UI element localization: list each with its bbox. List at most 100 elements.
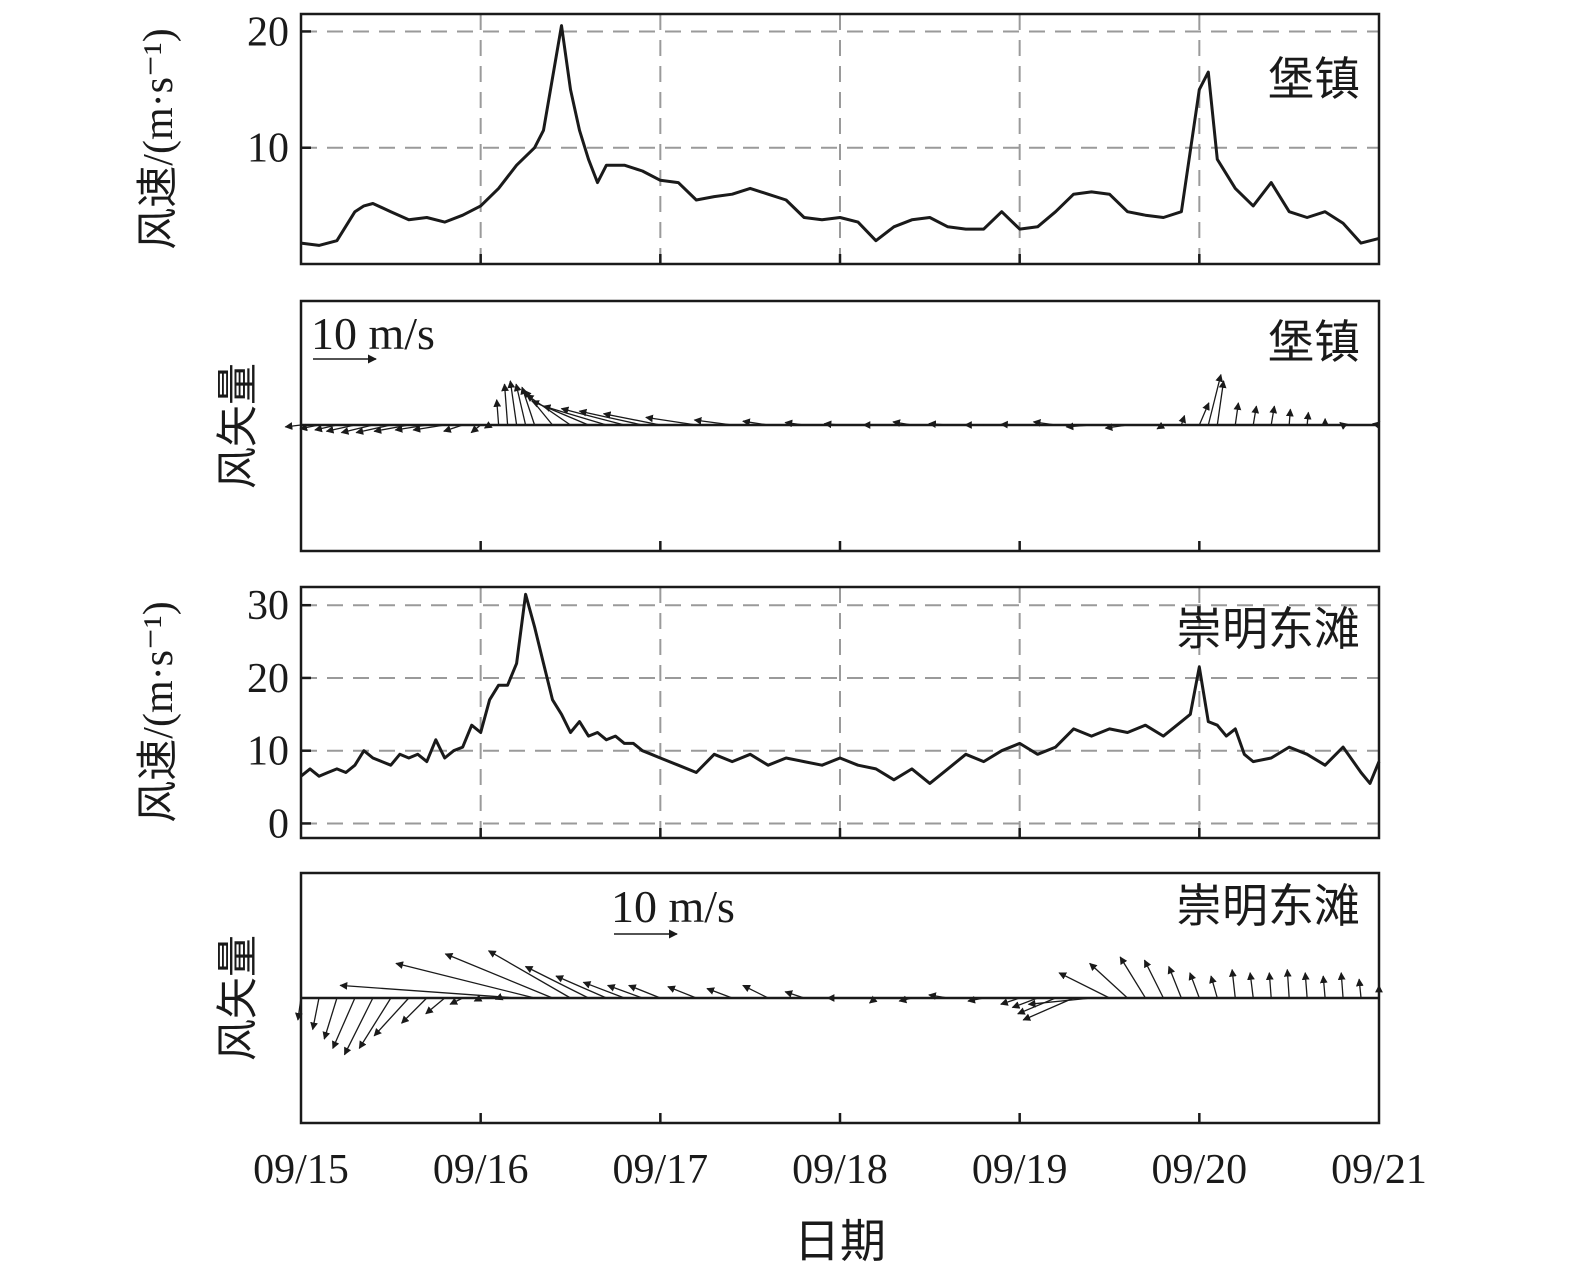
baozhen-speed-point <box>444 221 446 223</box>
chongming-vector-vector-arrow <box>784 990 805 999</box>
chongming-speed-point <box>947 768 949 770</box>
baozhen-vector-vector-arrow <box>1156 421 1166 430</box>
chongming-speed-point <box>1091 735 1093 737</box>
chongming-speed-point <box>336 768 338 770</box>
chongming-vector-vector-arrow <box>1319 975 1328 999</box>
chongming-vector-vector-arrow <box>524 965 589 999</box>
chongming-speed-point <box>1306 753 1308 755</box>
chongming-speed-point <box>695 772 697 774</box>
x-tick-label: 09/17 <box>612 1147 708 1193</box>
chongming-speed-ytick-label: 0 <box>268 801 289 847</box>
chongming-vector-vector-arrow <box>928 992 948 1000</box>
chongming-speed-point <box>1252 761 1254 763</box>
baozhen-speed-point <box>1207 71 1209 73</box>
chongming-vector-vector-arrow <box>1017 997 1056 1015</box>
baozhen-vector-vector-arrow <box>578 408 643 426</box>
chongming-vector-vector-arrow <box>628 984 661 999</box>
baozhen-speed-point <box>695 199 697 201</box>
chongming-vector-vector-arrow <box>967 995 984 1004</box>
chongming-speed-point <box>363 750 365 752</box>
chongming-speed-point <box>605 739 607 741</box>
baozhen-speed-point <box>1234 187 1236 189</box>
chongming-vector-vector-arrow <box>606 984 643 999</box>
chongming-speed-point <box>1109 728 1110 730</box>
baozhen-speed-point <box>1019 228 1021 230</box>
chongming-speed-point <box>381 761 383 763</box>
baozhen-speed-point <box>1001 211 1003 213</box>
baozhen-vector-vector-arrow <box>1032 419 1056 427</box>
baozhen-vector-vector-arrow <box>1269 405 1278 426</box>
baozhen-speed-point <box>749 187 751 189</box>
chongming-vector-vector-arrow <box>358 997 392 1050</box>
baozhen-vector-vector-arrow <box>1285 408 1294 426</box>
chongming-speed-point <box>1144 724 1146 726</box>
chongming-speed-point <box>1073 728 1075 730</box>
baozhen-speed-point <box>578 129 580 131</box>
x-tick-label: 09/21 <box>1331 1147 1427 1193</box>
baozhen-speed-series-line <box>300 24 1380 247</box>
chongming-vector-vector-arrow <box>494 993 504 1001</box>
baozhen-speed-point <box>1270 182 1272 184</box>
chongming-vector-vector-arrow <box>322 997 338 1040</box>
chongming-speed-ytick-label: 10 <box>247 729 289 775</box>
chongming-vector-vector-arrow <box>332 997 356 1050</box>
chongming-speed-point <box>821 764 823 766</box>
chongming-speed-point <box>785 757 787 759</box>
chongming-vector-vector-arrow <box>395 961 535 999</box>
chongming-vector-vector-arrow <box>1229 968 1237 999</box>
chongming-speed-ylabel: 风速/(m·s⁻¹) <box>136 601 182 822</box>
chongming-speed-point <box>857 764 859 766</box>
chongming-speed-point <box>309 768 311 770</box>
baozhen-speed-point <box>1360 242 1362 244</box>
baozhen-speed-point <box>1091 191 1093 193</box>
chongming-vector-vector-arrow <box>473 994 483 1002</box>
baozhen-speed-point <box>516 164 518 166</box>
chongming-speed-point <box>1126 732 1128 734</box>
baozhen-speed-point <box>893 226 895 228</box>
chongming-speed-point <box>1180 721 1182 723</box>
chongming-speed-point <box>534 626 536 628</box>
chongming-vector-vector-arrow <box>1355 978 1364 999</box>
chongming-speed-ytick-label: 20 <box>247 656 289 702</box>
chongming-vector-vector-arrow <box>1011 997 1038 1009</box>
baozhen-vector-vector-arrow <box>412 424 445 433</box>
chongming-vector-ylabel: 风矢量 <box>216 935 262 1061</box>
baozhen-vector-vector-arrow <box>483 421 493 429</box>
chongming-speed-point <box>1207 721 1209 723</box>
chongming-vector-vector-arrow <box>582 981 625 999</box>
baozhen-speed-point <box>1306 216 1308 218</box>
x-tick-label: 09/16 <box>433 1147 529 1193</box>
chongming-vector-vector-arrow <box>1119 956 1146 999</box>
chongming-speed-point <box>507 684 509 686</box>
baozhen-vector-vector-arrow <box>394 424 427 433</box>
chongming-speed-point <box>749 753 751 755</box>
chongming-vector-vector-arrow <box>1283 968 1292 999</box>
baozhen-speed-point <box>552 77 554 79</box>
baozhen-speed-point <box>821 219 823 221</box>
baozhen-speed-point <box>875 240 877 242</box>
chongming-speed-point <box>1001 750 1003 752</box>
baozhen-speed-point <box>713 196 715 198</box>
chongming-speed-point <box>623 742 625 744</box>
baozhen-speed-point <box>1126 211 1128 213</box>
frame-layer <box>299 12 1381 1125</box>
chongming-speed-point <box>408 757 410 759</box>
chongming-speed-point <box>1288 746 1290 748</box>
chongming-speed-point <box>345 772 347 774</box>
baozhen-speed-point <box>1055 211 1057 213</box>
baozhen-vector-vector-arrow <box>507 380 518 426</box>
chongming-speed-point <box>561 713 563 715</box>
chongming-speed-point <box>578 721 580 723</box>
chongming-speed-point <box>731 761 733 763</box>
chongming-speed-point <box>614 735 616 737</box>
chongming-speed-point <box>417 753 419 755</box>
chongming-speed-point <box>1243 753 1245 755</box>
baozhen-speed-point <box>426 216 428 218</box>
chongming-vector-frame <box>299 871 1381 1125</box>
chongming-vector-scale-label: 10 m/s <box>611 881 735 932</box>
chongming-speed-point <box>1225 735 1227 737</box>
chongming-speed-point <box>677 764 679 766</box>
baozhen-vector-vector-arrow <box>1339 421 1348 430</box>
chongming-speed-point <box>803 761 805 763</box>
